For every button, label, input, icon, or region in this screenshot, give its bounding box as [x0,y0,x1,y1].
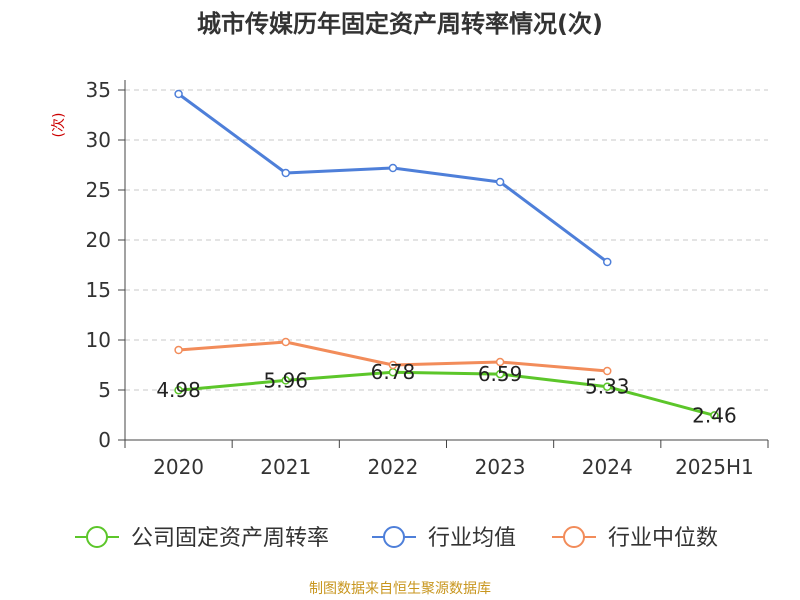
series-lines [174,89,719,420]
x-tick-label: 2023 [475,455,526,479]
series-line-0 [178,370,715,417]
y-axis-label: (次) [51,113,67,138]
legend-label[interactable]: 公司固定资产周转率 [131,526,329,551]
x-tick-label: 2024 [582,455,633,479]
y-tick-label: 5 [98,378,111,402]
data-point [710,411,719,420]
data-label: 5.96 [263,368,308,392]
legend-label[interactable]: 行业均值 [428,526,516,551]
series-line-1 [177,92,609,264]
y-tick-label: 10 [86,328,111,352]
y-tick-label: 0 [98,428,111,452]
data-label: 6.78 [371,360,416,384]
data-point [603,382,612,391]
data-point [388,163,398,173]
y-tick-label: 30 [86,128,111,152]
data-point [495,369,505,379]
data-point [495,357,505,367]
data-label: 2.46 [692,403,737,427]
legend-marker [563,526,585,548]
x-tick-label: 2021 [260,455,311,479]
chart-title: 城市传媒历年固定资产周转率情况(次) [197,10,603,38]
x-tick-label: 2022 [367,455,418,479]
y-tick-label: 20 [86,228,111,252]
y-tick-label: 35 [86,78,111,102]
data-labels: 4.98 5.96 6.78 6.59 5.33 2.46 [156,360,736,427]
data-label: 5.33 [585,375,630,399]
axes: 0 5 10 15 20 25 30 35 2020 2021 2022 2023 2024 2025H1 [86,78,769,479]
legend[interactable]: 公司固定资产周转率 行业均值 行业中位数 [75,526,718,551]
data-point [281,376,290,385]
data-point [281,168,290,178]
x-tick-label: 2025H1 [675,455,754,479]
data-point [174,385,183,395]
legend-label[interactable]: 行业中位数 [608,526,718,551]
grid-lines [125,89,768,391]
data-point [281,337,290,347]
source-note: 制图数据来自恒生聚源数据库 [309,581,491,597]
data-label: 6.59 [478,362,523,386]
data-point [388,360,398,370]
legend-marker [86,526,108,548]
y-tick-label: 25 [86,178,111,202]
data-point [174,345,183,355]
data-point [603,366,612,376]
data-point [495,177,505,187]
data-label: 4.98 [156,378,201,402]
data-point [603,257,612,267]
data-point [174,89,183,99]
y-tick-label: 15 [86,278,111,302]
x-tick-label: 2020 [153,455,204,479]
legend-marker [383,526,405,548]
